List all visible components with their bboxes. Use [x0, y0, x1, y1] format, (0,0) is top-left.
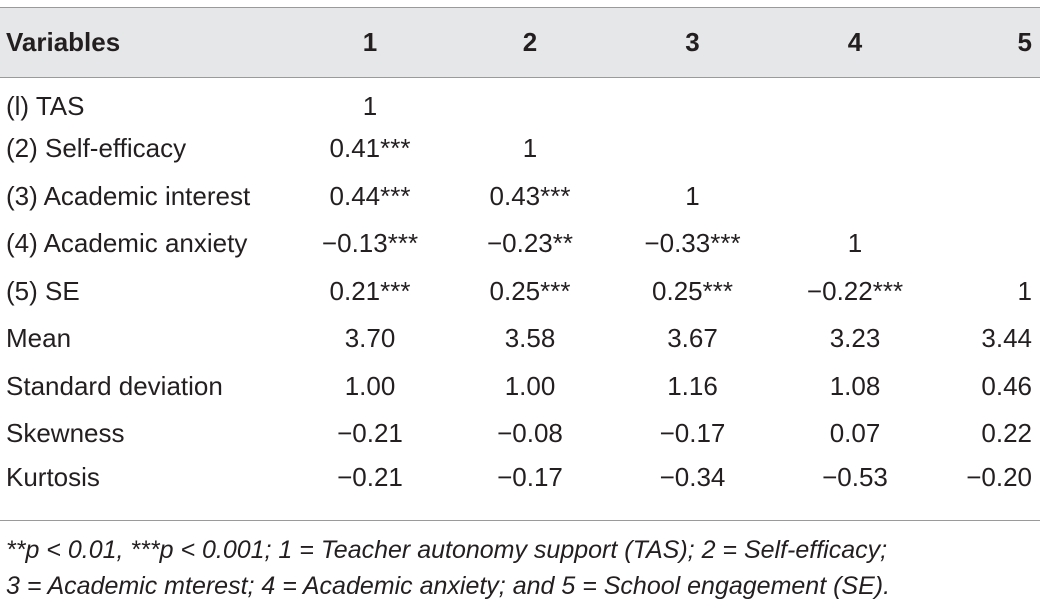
- row-label: (5) SE: [6, 275, 80, 306]
- table-cell: −0.08: [497, 418, 563, 449]
- table-cell: 0.41***: [329, 133, 411, 164]
- row-label: (4) Academic anxiety: [6, 228, 248, 259]
- table-cell: −0.13***: [321, 228, 419, 259]
- table-cell: [775, 78, 935, 126]
- table-bottom-rule: [0, 520, 1040, 521]
- table-cell: [610, 78, 775, 126]
- header-col-2: 2: [450, 7, 610, 78]
- table-cell: 3.44: [981, 323, 1032, 354]
- table-cell: 1: [847, 228, 863, 259]
- table-cell: 3.58: [504, 323, 556, 354]
- table-cell: 3.23: [829, 323, 881, 354]
- table-cell: 0.46: [981, 370, 1032, 401]
- header-col-4: 4: [775, 7, 935, 78]
- table-cell: 0.21***: [329, 275, 411, 306]
- table-cell: −0.53: [822, 461, 888, 492]
- table-cell: 0.25***: [489, 275, 571, 306]
- table-cell: −0.17: [497, 461, 563, 492]
- header-row: Variables 1 2 3 4 5: [0, 7, 1040, 78]
- table-cell: 3.67: [667, 323, 718, 354]
- table-cell: [935, 125, 1040, 173]
- row-label: Standard deviation: [6, 370, 223, 401]
- table-row: (5) SE 0.21*** 0.25*** 0.25*** −0.22*** …: [0, 268, 1040, 316]
- table-cell: 1.00: [344, 370, 396, 401]
- table-cell: 0.22: [981, 418, 1032, 449]
- table-cell: [935, 220, 1040, 268]
- table-cell: −0.22***: [806, 275, 904, 306]
- table-row: (4) Academic anxiety −0.13*** −0.23** −0…: [0, 220, 1040, 268]
- table-cell: [775, 125, 935, 173]
- table-row: (3) Academic interest 0.44*** 0.43*** 1: [0, 173, 1040, 221]
- table-row: (2) Self-efficacy 0.41*** 1: [0, 125, 1040, 173]
- table-cell: 0.07: [829, 418, 881, 449]
- table-cell: [935, 173, 1040, 221]
- header-variables: Variables: [0, 7, 290, 78]
- row-label: (3) Academic interest: [6, 180, 251, 211]
- row-label: Mean: [6, 323, 72, 354]
- table-cell: [610, 125, 775, 173]
- table-cell: −0.34: [659, 461, 726, 492]
- table-cell: [935, 78, 1040, 126]
- table-footnote: **p < 0.01, ***p < 0.001; 1 = Teacher au…: [6, 532, 1036, 604]
- table-row: Standard deviation 1.00 1.00 1.16 1.08 0…: [0, 363, 1040, 411]
- table-cell: −0.21: [337, 461, 403, 492]
- table-cell: −0.23**: [486, 228, 574, 259]
- footnote-line-2: 3 = Academic mterest; 4 = Academic anxie…: [6, 572, 891, 600]
- header-col-5: 5: [935, 7, 1040, 78]
- table-row: (l) TAS 1: [0, 78, 1040, 126]
- row-label: Skewness: [6, 418, 125, 449]
- table-cell: −0.20: [966, 461, 1032, 492]
- table-cell: 1: [685, 180, 700, 211]
- table-body: (l) TAS 1 (2) Self-efficacy 0.41*** 1 (3…: [0, 78, 1040, 506]
- row-label: Kurtosis: [6, 461, 100, 492]
- header-col-3: 3: [610, 7, 775, 78]
- table-cell: 1.08: [829, 370, 881, 401]
- footnote-line-1: **p < 0.01, ***p < 0.001; 1 = Teacher au…: [6, 536, 888, 564]
- row-label: (l) TAS: [6, 91, 85, 121]
- table-row: Mean 3.70 3.58 3.67 3.23 3.44: [0, 315, 1040, 363]
- correlation-table: Variables 1 2 3 4 5 (l) TAS 1 (2) Self-e…: [0, 7, 1040, 505]
- table-cell: 3.70: [344, 323, 396, 354]
- table-cell: −0.17: [659, 418, 726, 449]
- table-cell: 1.16: [667, 370, 718, 401]
- table-cell: 1: [362, 91, 378, 121]
- table-cell: 1: [522, 133, 538, 164]
- table-cell: [450, 78, 610, 126]
- table-cell: 0.25***: [652, 275, 733, 306]
- header-col-1: 1: [290, 7, 450, 78]
- table-cell: 0.44***: [329, 180, 411, 211]
- table-cell: −0.33***: [644, 228, 741, 259]
- row-label: (2) Self-efficacy: [6, 133, 187, 164]
- table-cell: 0.43***: [489, 180, 571, 211]
- table-cell: 1: [1017, 275, 1032, 306]
- table-cell: 1.00: [504, 370, 556, 401]
- table-header: Variables 1 2 3 4 5: [0, 7, 1040, 78]
- table-row: Skewness −0.21 −0.08 −0.17 0.07 0.22: [0, 410, 1040, 458]
- table-cell: −0.21: [337, 418, 403, 449]
- table-row: Kurtosis −0.21 −0.17 −0.34 −0.53 −0.20: [0, 458, 1040, 506]
- table-cell: [775, 173, 935, 221]
